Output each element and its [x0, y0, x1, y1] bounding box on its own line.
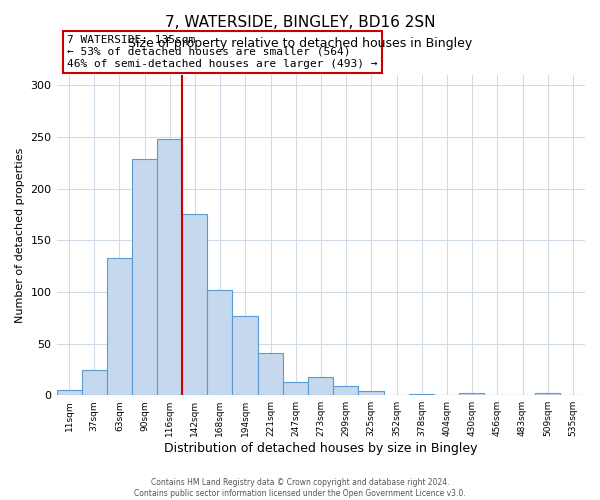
Bar	[535, 393, 560, 395]
Bar	[409, 394, 434, 395]
Text: 7, WATERSIDE, BINGLEY, BD16 2SN: 7, WATERSIDE, BINGLEY, BD16 2SN	[165, 15, 435, 30]
Bar	[232, 316, 259, 395]
Bar	[259, 353, 283, 395]
Bar	[459, 393, 484, 395]
Bar	[308, 376, 333, 395]
Y-axis label: Number of detached properties: Number of detached properties	[15, 148, 25, 323]
Text: 7 WATERSIDE: 135sqm
← 53% of detached houses are smaller (564)
46% of semi-detac: 7 WATERSIDE: 135sqm ← 53% of detached ho…	[67, 36, 377, 68]
Bar	[333, 386, 358, 395]
Text: Contains HM Land Registry data © Crown copyright and database right 2024.
Contai: Contains HM Land Registry data © Crown c…	[134, 478, 466, 498]
Bar	[157, 139, 182, 395]
Bar	[56, 390, 82, 395]
Bar	[208, 290, 232, 395]
Bar	[107, 258, 133, 395]
Text: Size of property relative to detached houses in Bingley: Size of property relative to detached ho…	[128, 38, 472, 51]
Bar	[82, 370, 107, 395]
Bar	[358, 391, 384, 395]
X-axis label: Distribution of detached houses by size in Bingley: Distribution of detached houses by size …	[164, 442, 478, 455]
Bar	[182, 214, 208, 395]
Bar	[283, 382, 308, 395]
Bar	[133, 158, 157, 395]
